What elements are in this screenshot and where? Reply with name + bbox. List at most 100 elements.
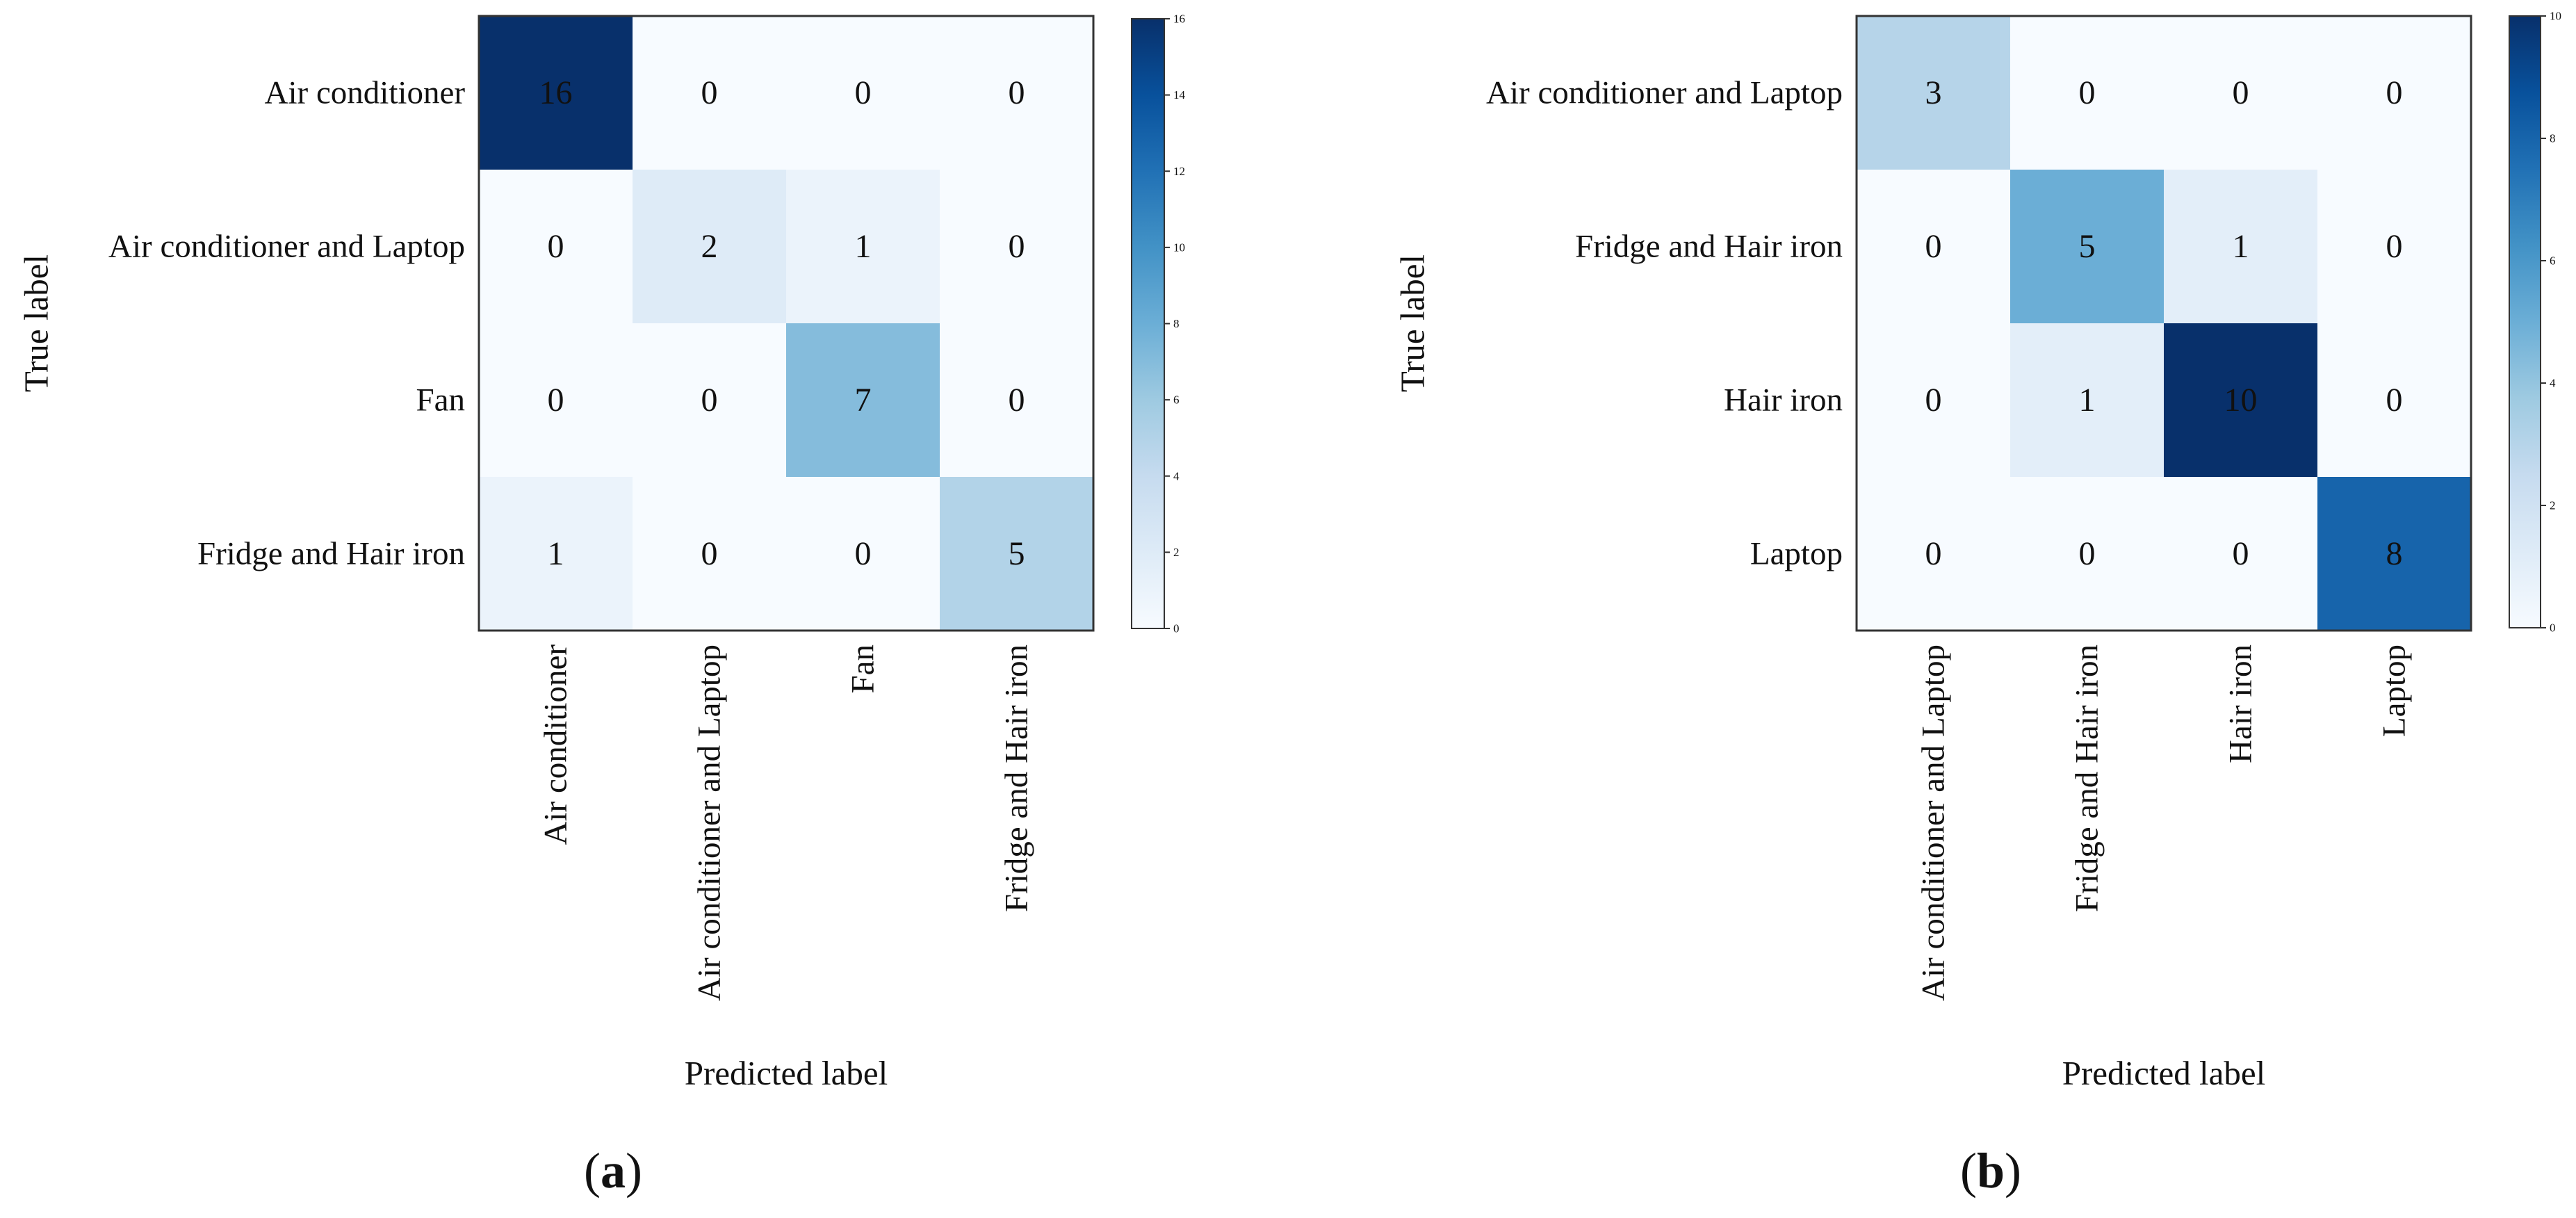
colorbar-ticks: 0 2 4 6 8 10 12 14 16 — [1164, 13, 1186, 635]
cell-value: 2 — [701, 228, 718, 265]
colorbar-gradient — [1131, 18, 1165, 629]
colorbar-tick-label: 2 — [1173, 546, 1180, 559]
colorbar: 0 2 4 6 8 10 12 14 16 — [1131, 13, 1186, 635]
x-tick-label: Air conditioner and Laptop — [692, 644, 728, 1001]
matrix-cell — [2164, 16, 2317, 170]
matrix-cell — [786, 477, 940, 631]
x-tick-labels: Air conditioner Air conditioner and Lapto… — [538, 644, 1035, 1001]
cell-value: 0 — [1925, 382, 1942, 419]
colorbar-tick-label: 16 — [1173, 13, 1185, 26]
cell-value: 0 — [1925, 535, 1942, 572]
matrix-cell — [2010, 323, 2164, 477]
caption-letter: b — [1977, 1143, 2005, 1199]
cell-value: 0 — [701, 535, 718, 572]
colorbar-tick-label: 10 — [1173, 241, 1185, 254]
colorbar-tick-label: 12 — [1173, 165, 1185, 178]
cell-value: 1 — [855, 228, 872, 265]
cell-value: 0 — [1009, 228, 1025, 265]
panel-caption: (b) — [1960, 1143, 2021, 1199]
cell-value: 0 — [1925, 228, 1942, 265]
x-tick-label: Fan — [845, 644, 881, 694]
x-axis-title: Predicted label — [685, 1054, 888, 1092]
colorbar-tick-label: 0 — [1173, 622, 1180, 635]
matrix-cell — [479, 477, 633, 631]
colorbar-tick-label: 6 — [1173, 393, 1180, 407]
cell-value: 0 — [2233, 74, 2249, 111]
matrix-cell — [633, 477, 786, 631]
cell-value: 1 — [548, 535, 564, 572]
matrix-cell — [1857, 477, 2010, 631]
colorbar-tick-label: 8 — [2550, 132, 2556, 145]
matrix-cell — [940, 16, 1093, 170]
colorbar-tick-label: 0 — [2550, 622, 2556, 635]
y-tick-labels: Air conditioner and Laptop Fridge and Hai… — [1486, 75, 1843, 572]
matrix-cell — [2010, 16, 2164, 170]
matrix-cell — [633, 323, 786, 477]
matrix-cell — [1857, 170, 2010, 323]
cell-value: 3 — [1925, 74, 1942, 111]
matrix-cell — [2164, 477, 2317, 631]
x-tick-label: Air conditioner and Laptop — [1916, 644, 1952, 1001]
colorbar-gradient — [2509, 15, 2541, 628]
confusion-matrix-panel-b: 3 0 0 00 5 1 00 1 10 00 0 0 8 Air conditioner and La… — [1394, 10, 2562, 1199]
cell-value: 0 — [2079, 74, 2096, 111]
colorbar: 0 2 4 6 8 10 — [2509, 10, 2561, 635]
colorbar-tick-label: 6 — [2550, 254, 2556, 268]
matrix-cell — [479, 170, 633, 323]
cell-value: 1 — [2079, 382, 2096, 419]
matrix-cell — [940, 170, 1093, 323]
x-tick-label: Fridge and Hair iron — [999, 644, 1035, 912]
matrix-cell — [2164, 323, 2317, 477]
cell-value: 5 — [2079, 228, 2096, 265]
cell-value: 1 — [2233, 228, 2249, 265]
matrix-cell — [2317, 323, 2471, 477]
colorbar-tick-label: 2 — [2550, 499, 2556, 512]
cell-value: 5 — [1009, 535, 1025, 572]
cell-value: 0 — [2386, 382, 2403, 419]
y-tick-label: Air conditioner and Laptop — [108, 229, 465, 265]
cell-value: 0 — [1009, 382, 1025, 419]
x-axis-title: Predicted label — [2062, 1054, 2266, 1092]
y-axis-title: True label — [17, 254, 56, 392]
y-axis-title: True label — [1394, 254, 1432, 392]
matrix-cell — [479, 16, 633, 170]
matrix-frame — [478, 15, 1095, 632]
x-tick-label: Fridge and Hair iron — [2069, 644, 2105, 912]
cell-value: 0 — [2079, 535, 2096, 572]
matrix-cell — [633, 16, 786, 170]
cell-value: 10 — [2224, 382, 2258, 419]
cell-value: 0 — [2233, 535, 2249, 572]
y-tick-labels: Air conditioner Air conditioner and Lapto… — [108, 75, 465, 572]
cell-value: 0 — [548, 228, 564, 265]
cell-value: 0 — [2386, 74, 2403, 111]
colorbar-tick-label: 10 — [2550, 10, 2561, 23]
matrix-cell — [1857, 16, 2010, 170]
y-tick-label: Fridge and Hair iron — [197, 536, 465, 572]
matrix-cell — [2317, 16, 2471, 170]
colorbar-tick-label: 4 — [2550, 377, 2556, 390]
matrix-cell — [633, 170, 786, 323]
colorbar-tick-label: 4 — [1173, 469, 1180, 482]
matrix-cell — [786, 16, 940, 170]
cell-value: 0 — [2386, 228, 2403, 265]
matrix-cell-labels: 3 0 0 00 5 1 00 1 10 00 0 0 8 — [1925, 74, 2403, 572]
y-tick-label: Laptop — [1750, 536, 1843, 572]
x-tick-labels: Air conditioner and Laptop Fridge and Hai… — [1916, 644, 2413, 1001]
matrix-cells — [479, 16, 1093, 631]
matrix-cell-labels: 16 0 0 0 0 2 1 0 0 0 7 0 1 0 0 5 — [539, 74, 1025, 572]
cell-value: 8 — [2386, 535, 2403, 572]
x-tick-label: Hair iron — [2223, 644, 2259, 763]
matrix-cell — [786, 323, 940, 477]
matrix-cell — [940, 323, 1093, 477]
matrix-cell — [479, 323, 633, 477]
matrix-frame — [1855, 15, 2472, 632]
cell-value: 0 — [701, 74, 718, 111]
y-tick-label: Air conditioner — [265, 75, 466, 111]
matrix-cell — [2317, 477, 2471, 631]
cell-value: 0 — [701, 382, 718, 419]
caption-open-paren: ( — [584, 1143, 601, 1199]
cell-value: 0 — [855, 74, 872, 111]
colorbar-ticks: 0 2 4 6 8 10 — [2541, 10, 2561, 635]
